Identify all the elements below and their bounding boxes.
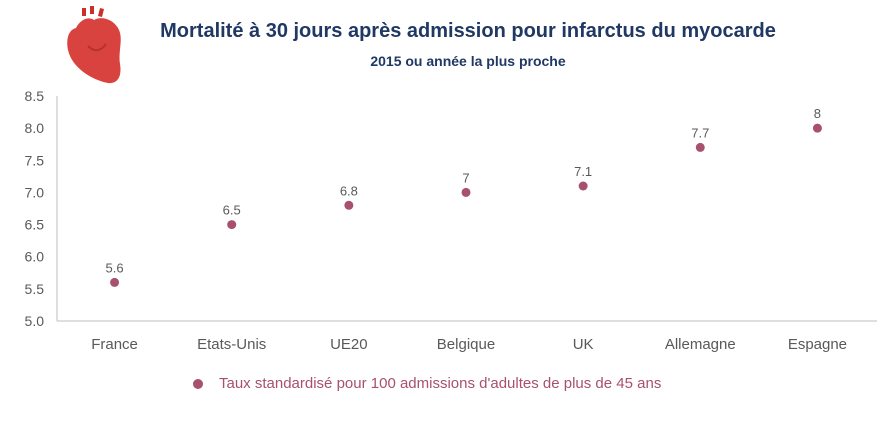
data-label: 6.5 bbox=[223, 203, 241, 218]
y-tick-label: 5.0 bbox=[25, 313, 45, 329]
x-tick-label: Allemagne bbox=[665, 336, 736, 353]
y-tick-label: 8.0 bbox=[25, 120, 45, 136]
x-tick-label: Etats-Unis bbox=[197, 336, 266, 353]
chart-subtitle: 2015 ou année la plus proche bbox=[370, 53, 566, 69]
y-tick-label: 5.5 bbox=[25, 281, 45, 297]
legend-label: Taux standardisé pour 100 admissions d'a… bbox=[219, 375, 662, 392]
data-point bbox=[461, 187, 471, 197]
data-label: 6.8 bbox=[340, 183, 358, 198]
x-tick-label: Espagne bbox=[788, 336, 847, 353]
y-tick-label: 6.0 bbox=[25, 249, 45, 265]
data-point bbox=[344, 200, 354, 210]
data-label: 8 bbox=[814, 106, 821, 121]
x-tick-label: France bbox=[91, 336, 138, 353]
data-point bbox=[227, 220, 237, 230]
data-point bbox=[110, 277, 120, 287]
y-tick-label: 7.0 bbox=[25, 184, 45, 200]
data-label: 7.1 bbox=[574, 164, 592, 179]
data-label: 7.7 bbox=[691, 125, 709, 140]
legend: Taux standardisé pour 100 admissions d'a… bbox=[193, 375, 661, 392]
heart-icon bbox=[67, 6, 121, 84]
data-point bbox=[812, 123, 822, 133]
legend-marker bbox=[193, 378, 203, 389]
x-tick-label: UK bbox=[573, 336, 594, 353]
y-tick-label: 7.5 bbox=[25, 152, 45, 168]
x-tick-label: UE20 bbox=[330, 336, 368, 353]
data-label: 7 bbox=[462, 170, 469, 185]
data-point bbox=[578, 181, 588, 191]
x-tick-label: Belgique bbox=[437, 336, 495, 353]
chart-title: Mortalité à 30 jours après admission pou… bbox=[160, 20, 776, 42]
y-tick-label: 8.5 bbox=[25, 88, 45, 104]
data-label: 5.6 bbox=[106, 260, 124, 275]
y-tick-label: 6.5 bbox=[25, 217, 45, 233]
data-point bbox=[695, 142, 705, 152]
